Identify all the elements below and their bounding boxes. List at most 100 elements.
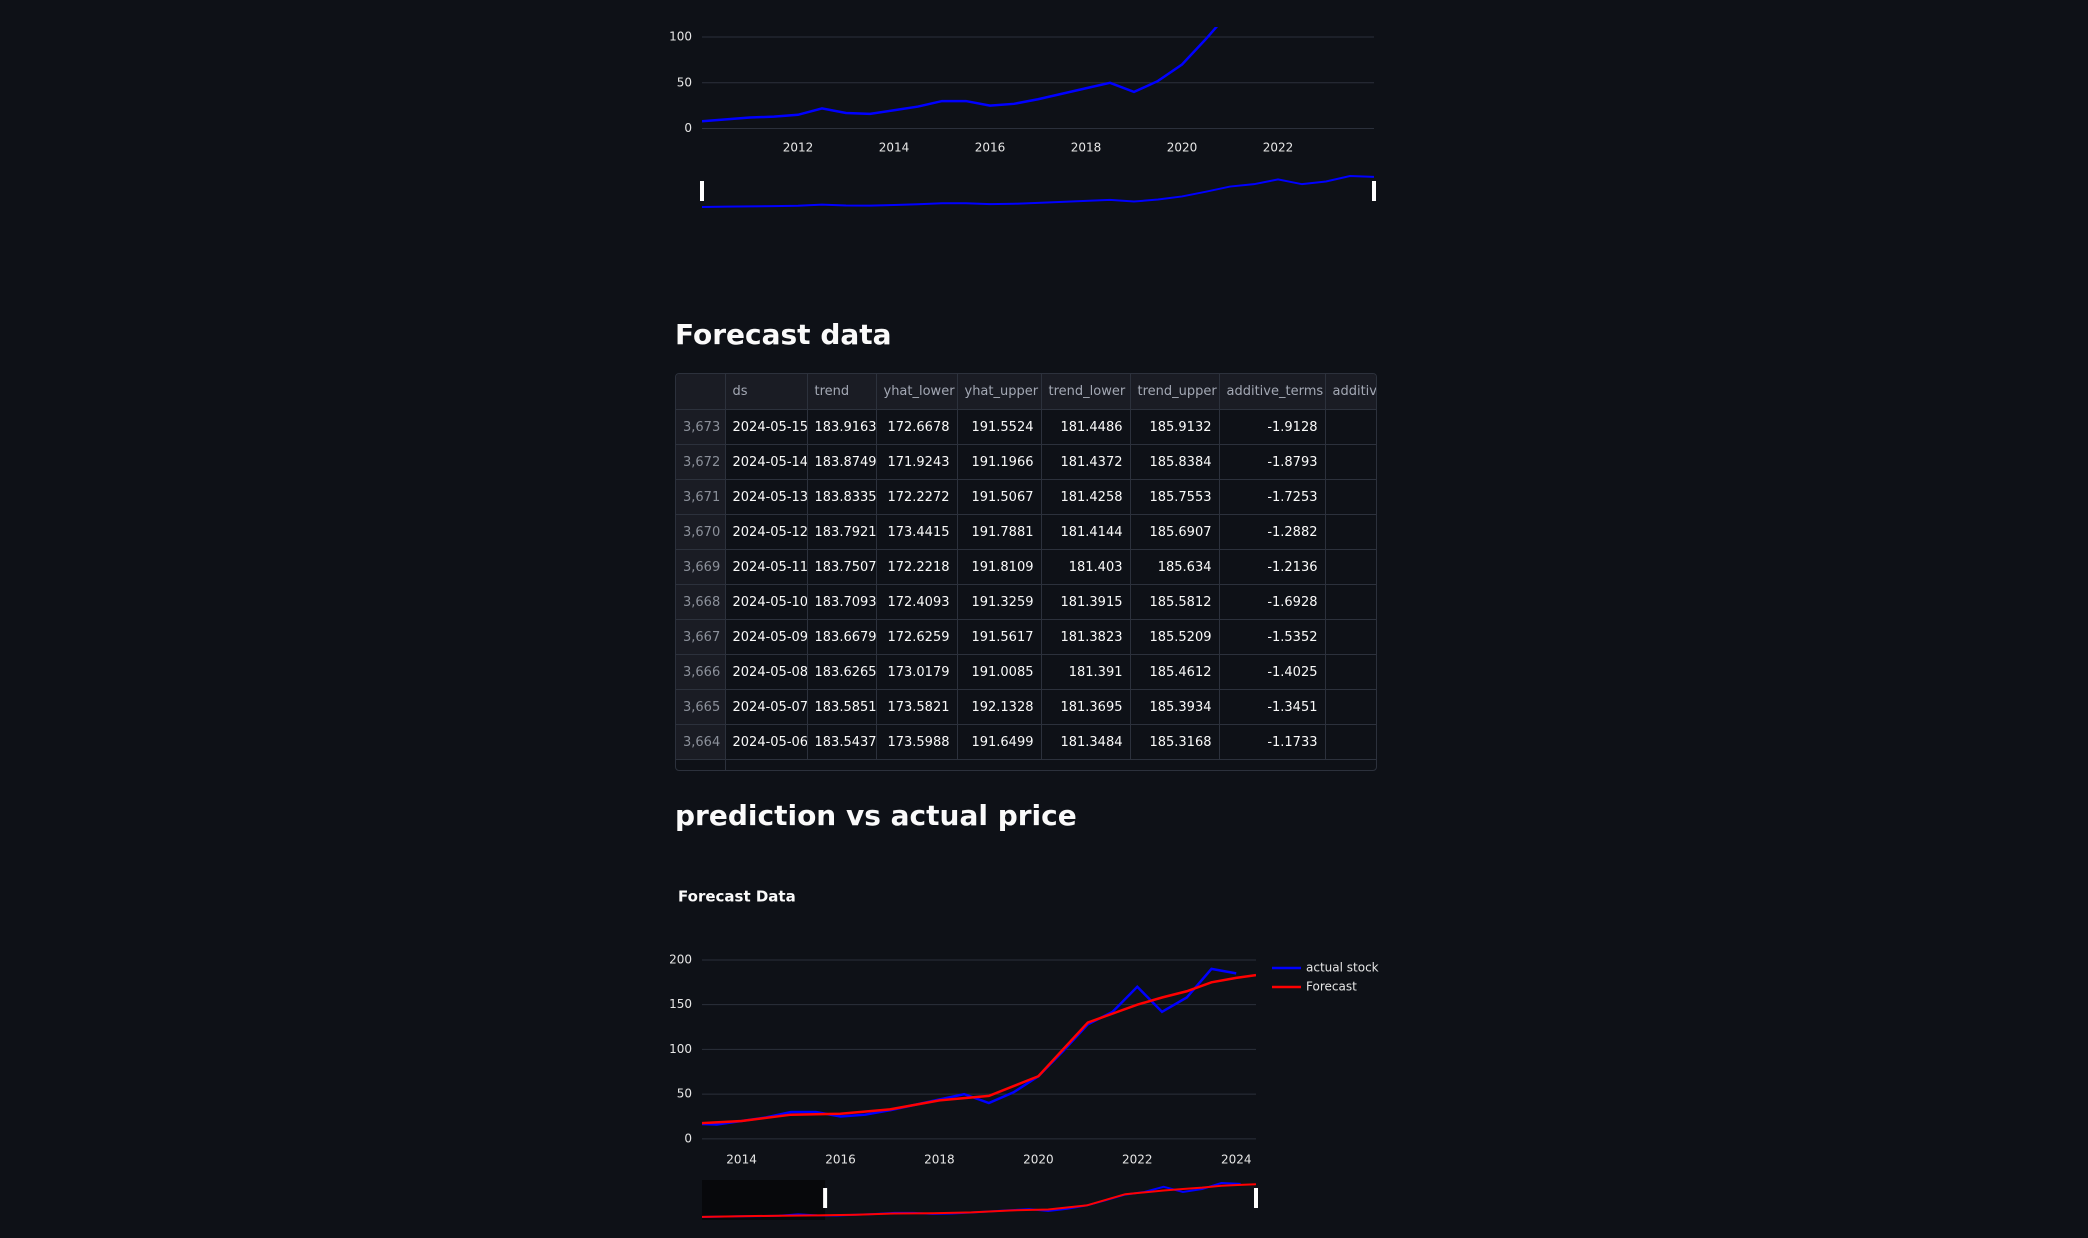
table-cell: 172.4093 [876, 584, 958, 620]
table-cell: -1.9128 [1219, 409, 1326, 445]
table-cell: -1.2136 [1219, 549, 1326, 585]
row-index: 3,668 [676, 584, 726, 620]
column-header: trend [807, 374, 877, 410]
table-cell [1325, 409, 1376, 445]
slider-handle[interactable] [823, 1188, 828, 1208]
row-index: 3,666 [676, 654, 726, 690]
row-index: 3,669 [676, 549, 726, 585]
table-cell: 172.2218 [876, 549, 958, 585]
series-line [702, 967, 1237, 1126]
table-cell: 173.4415 [876, 514, 958, 550]
table-cell [1325, 689, 1376, 725]
table-cell: 2024-05-15 [725, 409, 808, 445]
y-tick-label: 200 [669, 952, 692, 966]
table-cell: -1.4025 [1219, 654, 1326, 690]
table-cell: 185.8384 [1130, 444, 1220, 480]
table-cell: 181.3484 [1041, 724, 1131, 760]
table-cell: 2024-05-08 [725, 654, 808, 690]
table-cell: 2024-05-12 [725, 514, 808, 550]
table-cell: 191.6499 [957, 724, 1042, 760]
table-cell: 183.5437 [807, 724, 877, 760]
slider-handle[interactable] [1372, 181, 1376, 201]
table-cell [1325, 724, 1376, 760]
table-cell: 185.4612 [1130, 654, 1220, 690]
series-line [702, 973, 1256, 1125]
table-cell [1325, 444, 1376, 480]
section-heading: prediction vs actual price [675, 799, 1077, 832]
table-cell: 181.3915 [1041, 584, 1131, 620]
x-tick-label: 2014 [879, 141, 910, 155]
x-tick-label: 2020 [1023, 1153, 1054, 1167]
row-index: 3,667 [676, 619, 726, 655]
x-tick-label: 2012 [783, 141, 814, 155]
x-tick-label: 2016 [975, 141, 1006, 155]
table-row: 3,670 2024-05-12 183.7921 173.4415 191.7881 1… [676, 514, 1376, 550]
table-cell: 185.5209 [1130, 619, 1220, 655]
slider-line [701, 174, 1375, 208]
table-row: 3,665 2024-05-07 183.5851 173.5821 192.1328 1… [676, 689, 1376, 725]
table-cell: -1.7253 [1219, 479, 1326, 515]
legend-label: Forecast [1306, 980, 1357, 994]
table: ds trend yhat_lower yhat_upper trend_lower tr… [676, 374, 1376, 770]
table-cell: 181.4372 [1041, 444, 1131, 480]
x-tick-label: 2022 [1122, 1153, 1153, 1167]
table-cell: -1.3451 [1219, 689, 1326, 725]
x-tick-label: 2018 [924, 1153, 955, 1167]
y-tick-label: 150 [669, 997, 692, 1011]
table-cell: 173.5988 [876, 724, 958, 760]
table-cell: 191.0085 [957, 654, 1042, 690]
row-index: 3,672 [676, 444, 726, 480]
table-cell: 172.2272 [876, 479, 958, 515]
table-row: 3,664 2024-05-06 183.5437 173.5988 191.6499 1… [676, 724, 1376, 760]
slider-line [701, 1183, 1257, 1218]
table-cell: 2024-05-14 [725, 444, 808, 480]
table-cell: 172.6678 [876, 409, 958, 445]
table-cell: 183.7093 [807, 584, 877, 620]
legend-label: actual stock [1306, 961, 1379, 975]
index-header [676, 374, 726, 410]
table-cell [1325, 514, 1376, 550]
row-index: 3,664 [676, 724, 726, 760]
column-header: ds [725, 374, 808, 410]
table-cell: 185.634 [1130, 549, 1220, 585]
column-header: yhat_upper [957, 374, 1042, 410]
table-cell: 181.3823 [1041, 619, 1131, 655]
table-cell: 181.403 [1041, 549, 1131, 585]
table-cell: 192.1328 [957, 689, 1042, 725]
table-cell: 172.6259 [876, 619, 958, 655]
table-cell [1325, 584, 1376, 620]
table-cell: -1.6928 [1219, 584, 1326, 620]
table-cell: 181.4258 [1041, 479, 1131, 515]
header-row: ds trend yhat_lower yhat_upper trend_lower tr… [676, 374, 1376, 410]
table-cell: 191.5067 [957, 479, 1042, 515]
table-cell: 173.5821 [876, 689, 958, 725]
slider-handle[interactable] [700, 181, 704, 201]
table-row: 3,666 2024-05-08 183.6265 173.0179 191.0085 1… [676, 654, 1376, 690]
table-cell: 185.9132 [1130, 409, 1220, 445]
table-cell: 183.7921 [807, 514, 877, 550]
table-row: 3,671 2024-05-13 183.8335 172.2272 191.5067 1… [676, 479, 1376, 515]
table-cell: 191.5524 [957, 409, 1042, 445]
table-cell: -1.1733 [1219, 724, 1326, 760]
column-header: additive_terms [1219, 374, 1326, 410]
slider-handle[interactable] [1254, 1188, 1258, 1208]
table-cell: 183.6265 [807, 654, 877, 690]
x-tick-label: 2016 [825, 1153, 856, 1167]
y-tick-label: 100 [669, 30, 692, 44]
x-tick-label: 2018 [1071, 141, 1102, 155]
table-cell: 2024-05-07 [725, 689, 808, 725]
table-row: 3,672 2024-05-14 183.8749 171.9243 191.1966 1… [676, 444, 1376, 480]
table-cell: 183.8335 [807, 479, 877, 515]
table-cell: 181.3695 [1041, 689, 1131, 725]
table-cell: 183.7507 [807, 549, 877, 585]
table-row: 3,667 2024-05-09 183.6679 172.6259 191.5617 1… [676, 619, 1376, 655]
y-tick-label: 0 [684, 121, 692, 135]
table-cell: 185.3934 [1130, 689, 1220, 725]
data-table[interactable]: ds trend yhat_lower yhat_upper trend_lower tr… [675, 373, 1377, 771]
table-cell: -1.2882 [1219, 514, 1326, 550]
table-cell: 191.1966 [957, 444, 1042, 480]
column-header: additive [1325, 374, 1376, 410]
table-row: 3,668 2024-05-10 183.7093 172.4093 191.3259 1… [676, 584, 1376, 620]
